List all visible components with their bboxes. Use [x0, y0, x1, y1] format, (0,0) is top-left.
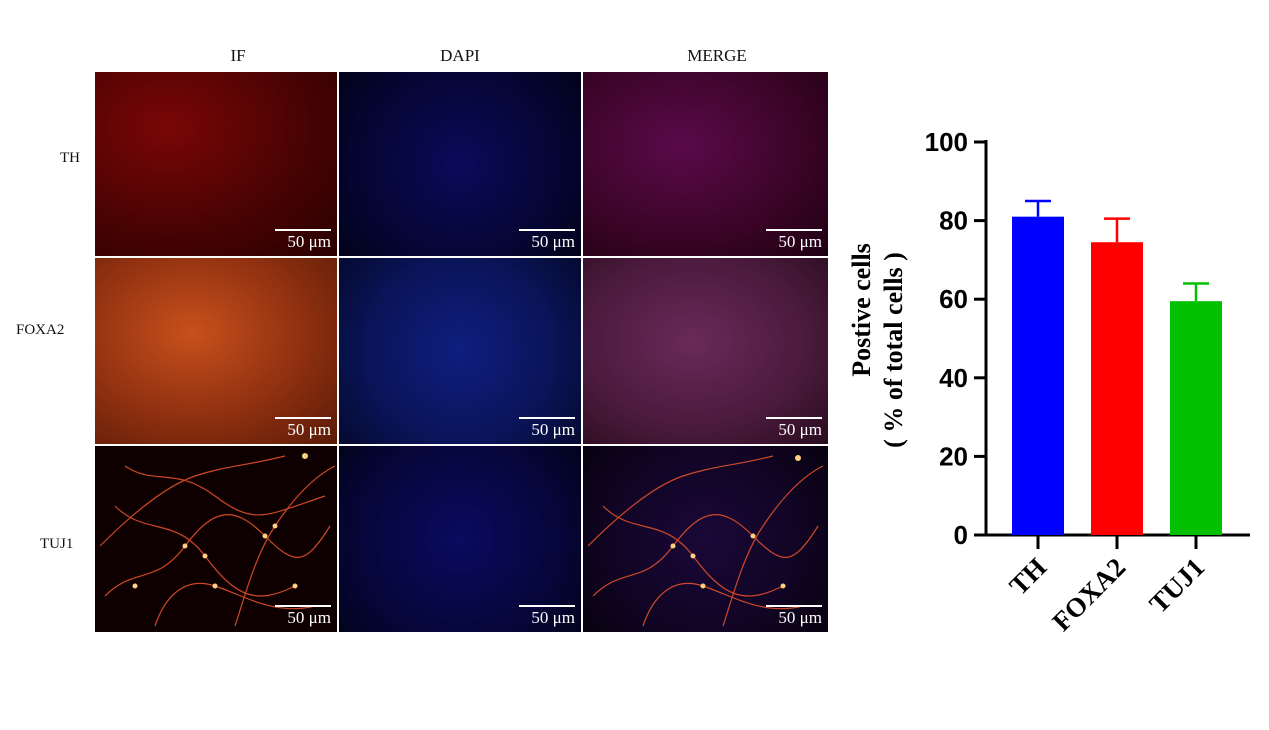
panel-th-if: 50 μm: [95, 72, 337, 256]
y-tick-label: 20: [939, 441, 968, 471]
panel-foxa2-if: 50 μm: [95, 258, 337, 444]
scale-bar: 50 μm: [519, 229, 575, 252]
scale-bar: 50 μm: [519, 605, 575, 628]
panel-foxa2-merge: 50 μm: [583, 258, 828, 444]
y-tick-label: 80: [939, 206, 968, 236]
neurite-network-illustration: [587, 455, 824, 627]
row-label-th: TH: [60, 150, 80, 166]
bar-th: [1012, 216, 1064, 536]
panel-foxa2-dapi: 50 μm: [339, 258, 581, 444]
y-tick-label: 40: [939, 363, 968, 393]
column-label-dapi: DAPI: [440, 46, 480, 65]
panel-th-dapi: 50 μm: [339, 72, 581, 256]
row-label-foxa2: FOXA2: [16, 322, 65, 338]
scale-bar: 50 μm: [275, 229, 331, 252]
y-tick-label: 100: [925, 127, 968, 157]
bar-tuj1: [1170, 301, 1222, 535]
y-axis-label-line1: Postive cells: [847, 243, 876, 377]
panel-tuj1-merge: 50 μm: [583, 446, 828, 632]
scale-bar: 50 μm: [766, 229, 822, 252]
row-label-tuj1: TUJ1: [40, 536, 74, 552]
neurite-network-illustration: [99, 453, 336, 627]
scale-bar: 50 μm: [766, 605, 822, 628]
y-tick-label: 60: [939, 284, 968, 314]
bars: [1012, 199, 1222, 536]
scale-bar: 50 μm: [766, 417, 822, 440]
x-tick-label-tuj1: TUJ1: [1143, 552, 1210, 619]
scale-bar: 50 μm: [519, 417, 575, 440]
y-axis-label-line2: ( % of total cells ): [879, 252, 908, 448]
y-tick-label: 0: [954, 520, 968, 550]
y-ticks: 0 20 40 60 80 100: [925, 127, 986, 550]
microscopy-panel-grid: 50 μm 50 μm 50 μm 50 μm 50 μm 50 μm: [95, 72, 828, 632]
bar-chart: Postive cells ( % of total cells ) 0 20 40…: [847, 127, 1250, 637]
panel-th-merge: 50 μm: [583, 72, 828, 256]
column-label-merge: MERGE: [687, 46, 747, 65]
y-axis-label-group: Postive cells ( % of total cells ): [847, 243, 908, 448]
bar-foxa2: [1091, 242, 1143, 535]
column-label-if: IF: [230, 46, 246, 65]
panel-tuj1-if: 50 μm: [95, 446, 337, 632]
x-tick-label-foxa2: FOXA2: [1046, 552, 1131, 637]
scale-bar: 50 μm: [275, 605, 331, 628]
x-tick-label-th: TH: [1003, 552, 1052, 601]
scale-bar: 50 μm: [275, 417, 331, 440]
panel-tuj1-dapi: 50 μm: [339, 446, 581, 632]
